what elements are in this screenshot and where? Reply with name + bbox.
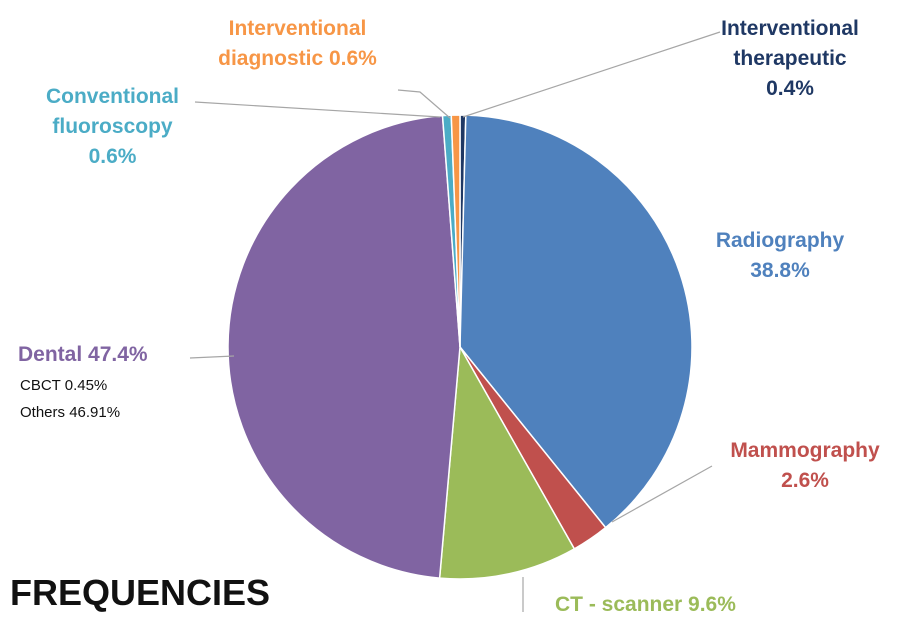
leader-line xyxy=(397,89,451,119)
breakdown-value: 46.91% xyxy=(69,404,121,421)
category-name: Radiography xyxy=(715,229,845,252)
breakdown-name: CBCT xyxy=(20,377,61,394)
category-name: Dental xyxy=(18,343,83,366)
slice-label: Dental 47.4% xyxy=(18,340,238,370)
chart-title: FREQUENCIES xyxy=(10,572,271,613)
breakdown-value: 0.45% xyxy=(64,377,108,394)
breakdown-name: Others xyxy=(20,404,66,421)
value-label: 0.6% xyxy=(88,145,137,168)
slice-label: Interventional therapeutic 0.4% xyxy=(690,14,890,104)
value-label: 38.8% xyxy=(750,259,810,282)
value-label: 47.4% xyxy=(88,343,148,366)
slices xyxy=(227,114,693,580)
slice-label: Mammography 2.6% xyxy=(700,436,908,496)
category-name: Conventional fluoroscopy xyxy=(45,85,179,138)
pie-slice xyxy=(459,114,693,529)
slice-label: Radiography 38.8% xyxy=(680,226,880,286)
value-label: 0.4% xyxy=(766,77,814,100)
slice-label: Conventional fluoroscopy 0.6% xyxy=(20,82,205,172)
pie-slice xyxy=(227,114,461,579)
breakdown-label: CBCT 0.45% xyxy=(20,372,107,399)
leader-line xyxy=(462,31,721,118)
value-label: 2.6% xyxy=(781,469,829,492)
value-label: 9.6% xyxy=(688,593,736,616)
slice-label: Interventional diagnostic 0.6% xyxy=(190,14,405,74)
leader-line xyxy=(189,355,235,359)
breakdown-label: Others 46.91% xyxy=(20,399,120,426)
pie-slice xyxy=(450,114,461,348)
slice-label: CT - scanner 9.6% xyxy=(555,590,855,619)
value-label: 0.6% xyxy=(328,47,377,70)
category-name: Interventional diagnostic xyxy=(218,17,367,70)
category-name: Mammography xyxy=(730,439,880,462)
category-name: CT - scanner xyxy=(555,593,683,616)
leader-line xyxy=(194,101,441,118)
category-name: Interventional therapeutic xyxy=(721,17,859,70)
leader-line xyxy=(611,465,713,523)
pie-slice xyxy=(438,344,576,580)
